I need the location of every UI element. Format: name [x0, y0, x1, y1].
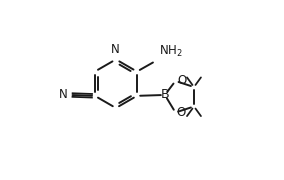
Text: NH$_2$: NH$_2$	[158, 44, 182, 59]
Text: B: B	[160, 88, 169, 102]
Text: O: O	[177, 74, 186, 87]
Text: N: N	[111, 43, 119, 56]
Text: O: O	[177, 106, 186, 119]
Text: N: N	[59, 88, 68, 102]
